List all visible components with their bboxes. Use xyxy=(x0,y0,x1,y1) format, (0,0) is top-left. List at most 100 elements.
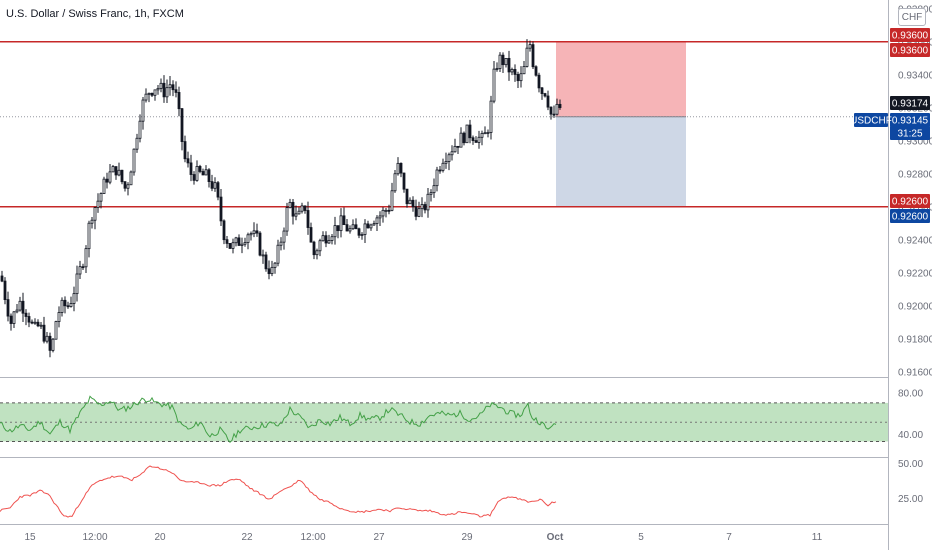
upper-line-tag-bg xyxy=(890,43,930,57)
currency-badge[interactable]: CHF xyxy=(898,8,926,26)
candle-body xyxy=(375,217,379,224)
candle-body xyxy=(153,89,157,96)
candle xyxy=(300,202,304,214)
candle-body xyxy=(54,321,58,340)
price-tick-label: 0.92200 xyxy=(898,269,932,280)
chart-title: U.S. Dollar / Swiss Franc, 1h, FXCM xyxy=(6,8,184,20)
candle-body xyxy=(231,242,235,249)
candle-body xyxy=(435,169,439,187)
candle-body xyxy=(423,204,427,211)
candle-body xyxy=(408,199,412,205)
time-tick-label: 22 xyxy=(241,532,253,543)
candle-body xyxy=(18,300,22,311)
candle xyxy=(3,277,7,305)
symbol-tag-text: USDCHF xyxy=(850,116,892,127)
candle-body xyxy=(45,335,49,342)
candle-body xyxy=(384,209,388,212)
candle-body xyxy=(174,89,178,93)
candle xyxy=(39,322,43,329)
candle xyxy=(333,216,337,245)
candle-body xyxy=(390,190,394,211)
candle-body xyxy=(93,207,97,221)
candle xyxy=(150,92,154,97)
candle xyxy=(390,182,394,212)
candle-body xyxy=(306,210,310,228)
candle-body xyxy=(48,335,52,351)
candle xyxy=(186,151,190,168)
candle-body xyxy=(453,145,457,153)
candle xyxy=(309,222,313,243)
candle xyxy=(156,84,160,95)
candle xyxy=(531,41,535,69)
candle xyxy=(486,129,490,138)
upper-line-tag: 0.93600 xyxy=(890,28,930,42)
price-tick-label: 0.93400 xyxy=(898,71,932,82)
upper-line-tag-text: 0.93600 xyxy=(892,46,929,57)
last-close-tag: 0.93174 xyxy=(890,96,930,110)
candle xyxy=(27,312,31,328)
candle-body xyxy=(489,100,493,133)
candle xyxy=(552,105,556,118)
candle xyxy=(336,225,340,239)
candle-body xyxy=(312,241,316,256)
candle xyxy=(180,107,184,151)
candle-body xyxy=(249,233,253,236)
candle-body xyxy=(255,230,259,234)
candle-body xyxy=(225,239,229,244)
candle-body xyxy=(141,99,145,122)
candle-body xyxy=(537,74,541,89)
candle xyxy=(93,206,97,230)
candle xyxy=(0,270,4,283)
candle xyxy=(480,130,484,146)
candle-body xyxy=(510,69,514,73)
candle-body xyxy=(381,209,385,217)
candle-body xyxy=(144,93,148,101)
candle xyxy=(84,245,88,274)
position-tool[interactable] xyxy=(556,41,686,207)
candle-body xyxy=(432,185,436,194)
time-tick-label: 12:00 xyxy=(300,532,325,543)
candle xyxy=(288,198,292,209)
candle-body xyxy=(24,312,28,317)
candle-body xyxy=(354,224,358,230)
candle-body xyxy=(9,315,13,324)
candle xyxy=(477,130,481,149)
current-price-tag-bg xyxy=(890,113,930,127)
candle-body xyxy=(237,237,241,246)
candle xyxy=(549,106,553,120)
candle-body xyxy=(378,215,382,219)
candle-body xyxy=(522,66,526,75)
candle xyxy=(285,202,289,236)
lower-line-tag-bg xyxy=(890,209,930,223)
candle xyxy=(546,90,550,111)
candle-body xyxy=(27,316,31,323)
candle xyxy=(492,61,496,104)
horizontal-lines[interactable] xyxy=(0,40,888,208)
candle xyxy=(195,160,199,182)
candle-body xyxy=(66,305,70,308)
candle xyxy=(276,239,280,267)
candle xyxy=(63,296,67,314)
candle xyxy=(264,251,268,272)
candle xyxy=(489,95,493,140)
candle xyxy=(114,166,118,180)
candle xyxy=(441,158,445,173)
candle xyxy=(507,50,511,81)
candle-body xyxy=(477,136,481,143)
price-tick-label: 0.91600 xyxy=(898,368,932,379)
upper-line-tag: 0.93600 xyxy=(890,43,930,57)
candle-body xyxy=(534,66,538,76)
candle-body xyxy=(63,299,67,307)
price-tags: 0.93600 0.93600 0.93174 0.93145 31:25 USDCHF 0… xyxy=(850,28,930,223)
candle-body xyxy=(411,199,415,208)
candle-body xyxy=(486,132,490,134)
candle-body xyxy=(147,92,151,95)
candle xyxy=(135,133,139,153)
candle xyxy=(45,332,49,344)
candle xyxy=(369,223,373,231)
candle-body xyxy=(168,84,172,89)
candle-body xyxy=(138,120,142,139)
candle-body xyxy=(324,235,328,244)
